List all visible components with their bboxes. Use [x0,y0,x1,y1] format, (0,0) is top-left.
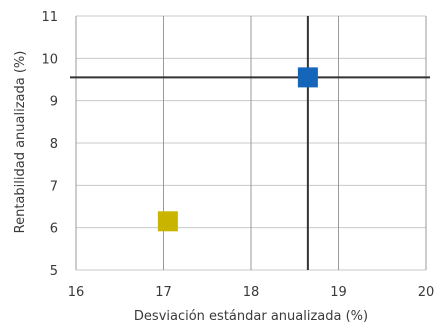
y-tick-label: 11 [41,10,58,25]
x-tick-label: 18 [243,285,260,300]
x-tick-label: 17 [155,285,172,300]
x-tick-labels: 16 17 18 19 20 [68,285,435,300]
grid-lines [75,15,427,271]
data-point [157,211,178,232]
y-tick-label: 7 [50,179,58,194]
data-point [297,67,318,88]
reference-lines [70,16,430,270]
x-tick-label: 19 [330,285,347,300]
y-tick-label: 6 [50,222,58,237]
y-tick-labels: 5 6 7 8 9 10 11 [41,10,58,279]
y-tick-label: 10 [41,52,58,67]
y-tick-label: 8 [50,137,58,152]
y-axis-title: Rentabilidad anualizada (%) [13,51,28,234]
data-points [157,67,318,232]
x-axis-title: Desviación estándar anualizada (%) [134,309,368,324]
y-tick-label: 9 [50,95,58,110]
y-tick-label: 5 [50,264,58,279]
x-tick-label: 20 [418,285,435,300]
x-tick-label: 16 [68,285,85,300]
